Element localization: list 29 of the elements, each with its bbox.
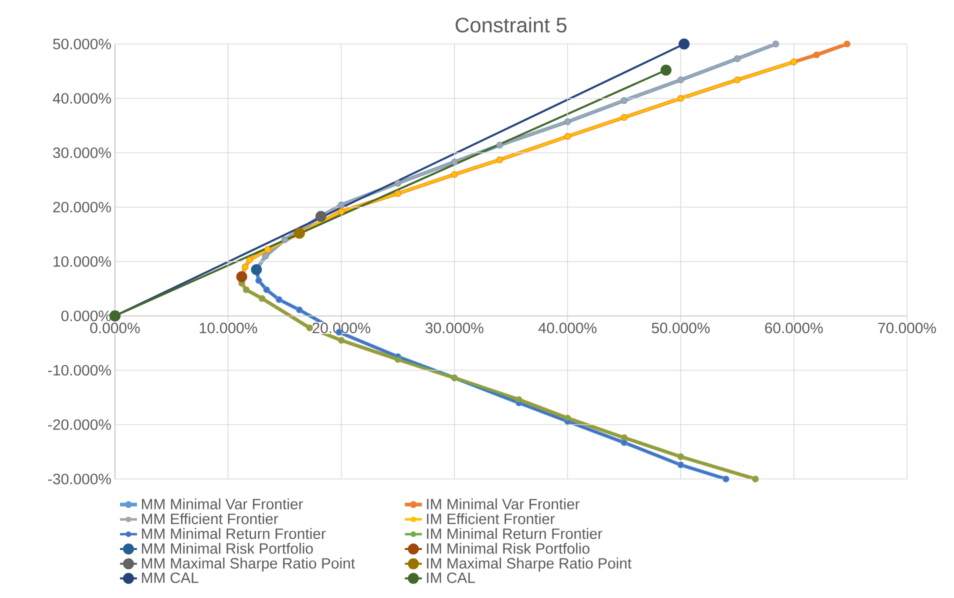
x-tick-label: 40.000% (538, 322, 597, 334)
chart-title: Constraint 5 (456, 17, 566, 33)
legend-label: IM Minimal Risk Portfolio (427, 542, 590, 554)
y-tick-label: 20.000% (53, 202, 111, 212)
y-tick-label: 40.000% (52, 93, 111, 104)
x-tick-label: 20.000% (312, 322, 370, 334)
legend-label: IM Efficient Frontier (427, 513, 555, 524)
legend-label: MM CAL (142, 572, 198, 584)
y-tick-label: 50.000% (53, 38, 111, 50)
legend-label: IM Minimal Var Frontier (427, 498, 580, 510)
y-tick-label: 10.000% (54, 256, 111, 267)
legend-label: MM Minimal Return Frontier (142, 528, 326, 539)
legend-label: IM Maximal Sharpe Ratio Point (427, 558, 632, 572)
y-tick-label: 30.000% (53, 147, 111, 158)
x-tick-label: 10.000% (200, 322, 258, 334)
legend-label: MM Efficient Frontier (142, 513, 278, 524)
x-tick-label: 60.000% (765, 322, 823, 334)
legend-label: MM Maximal Sharpe Ratio Point (142, 558, 355, 572)
x-tick-label: 50.000% (652, 322, 710, 334)
legend-label: IM Minimal Return Frontier (427, 528, 602, 539)
x-tick-label: 70.000% (878, 322, 936, 334)
legend-label: MM Minimal Risk Portfolio (142, 542, 313, 554)
legend-label: IM CAL (427, 572, 475, 584)
y-tick-label: -20.000% (48, 419, 111, 430)
y-tick-label: -10.000% (48, 364, 111, 376)
legend-label: MM Minimal Var Frontier (142, 498, 303, 510)
y-tick-label: -30.000% (48, 474, 111, 484)
x-tick-label: 30.000% (425, 322, 484, 334)
x-tick-label: 0.000% (90, 322, 140, 334)
